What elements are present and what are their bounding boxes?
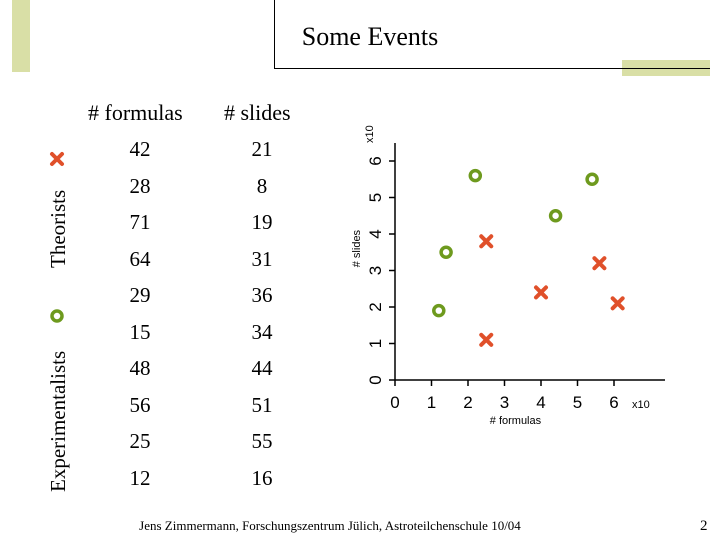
table-cell-slides: 8 [256,173,268,198]
x-tick-label: 5 [573,393,582,412]
table-cell-formulas: 48 [129,356,151,380]
slide-title: Some Events [301,22,439,51]
decorative-bar-top-left [12,0,30,72]
y-tick-label: 3 [366,266,385,275]
x-tick-label: 4 [536,393,545,412]
experimentalist-circle-icon [50,309,64,323]
table-cell-slides: 36 [251,283,273,307]
y-tick-label: 5 [366,193,385,202]
legend-markers [50,152,64,323]
y-tick-label: 0 [366,375,385,384]
experimentalist-point [585,172,599,186]
experimentalist-point [432,303,446,318]
y-tick-label: 2 [366,302,385,311]
theorist-point [610,296,625,311]
x-axis-label: # formulas [490,415,542,427]
table-header-slides: # slides [224,100,291,125]
theorist-cross-icon [50,152,64,166]
theorist-point [479,332,494,347]
theorist-point [479,234,494,249]
x-tick-label: 6 [609,393,618,412]
table-cell-slides: 34 [251,319,273,344]
page-number: 2 [700,518,708,534]
table-cell-formulas: 15 [129,319,151,344]
y-tick-label: 6 [366,156,385,165]
table-cell-slides: 31 [251,246,273,271]
y-multiplier-label: x10 [364,125,376,143]
title-underline [274,68,710,69]
table-cell-formulas: 28 [129,173,151,198]
table-cell-slides: 19 [251,210,273,234]
table-cell-formulas: 42 [129,137,151,161]
table-cell-formulas: 12 [129,465,151,490]
table-cell-slides: 55 [251,429,273,453]
table-cell-formulas: 25 [129,429,151,453]
x-tick-label: 2 [463,393,472,412]
table-cell-slides: 16 [251,465,273,490]
experimentalist-point [468,168,483,183]
experimentalist-point [548,209,563,223]
theorist-point [534,285,548,300]
y-tick-label: 4 [366,229,385,238]
table-cell-formulas: 64 [129,246,151,271]
title-rule [274,0,275,68]
table-cell-slides: 51 [251,392,273,417]
table-cell-slides: 44 [251,356,273,380]
y-axis-label: # slides [351,229,363,267]
x-tick-label: 3 [500,393,509,412]
table-cell-slides: 21 [251,137,273,161]
table-header-formulas: # formulas [88,100,183,125]
scatter-chart: 0 1 2 3 4 5 6 0 1 2 3 4 5 6 x10 x10 # formulas # slides [351,125,665,427]
table-cell-formulas: 56 [129,392,151,417]
footer-text: Jens Zimmermann, Forschungszentrum Jülic… [139,518,521,533]
y-tick-label: 1 [366,339,385,348]
experimentalist-point [439,245,453,259]
theorist-point [592,256,607,271]
x-tick-label: 0 [390,393,399,412]
table-cell-formulas: 29 [129,283,151,307]
table-cell-formulas: 71 [129,210,151,234]
x-tick-label: 1 [427,393,436,412]
x-multiplier-label: x10 [632,399,650,411]
